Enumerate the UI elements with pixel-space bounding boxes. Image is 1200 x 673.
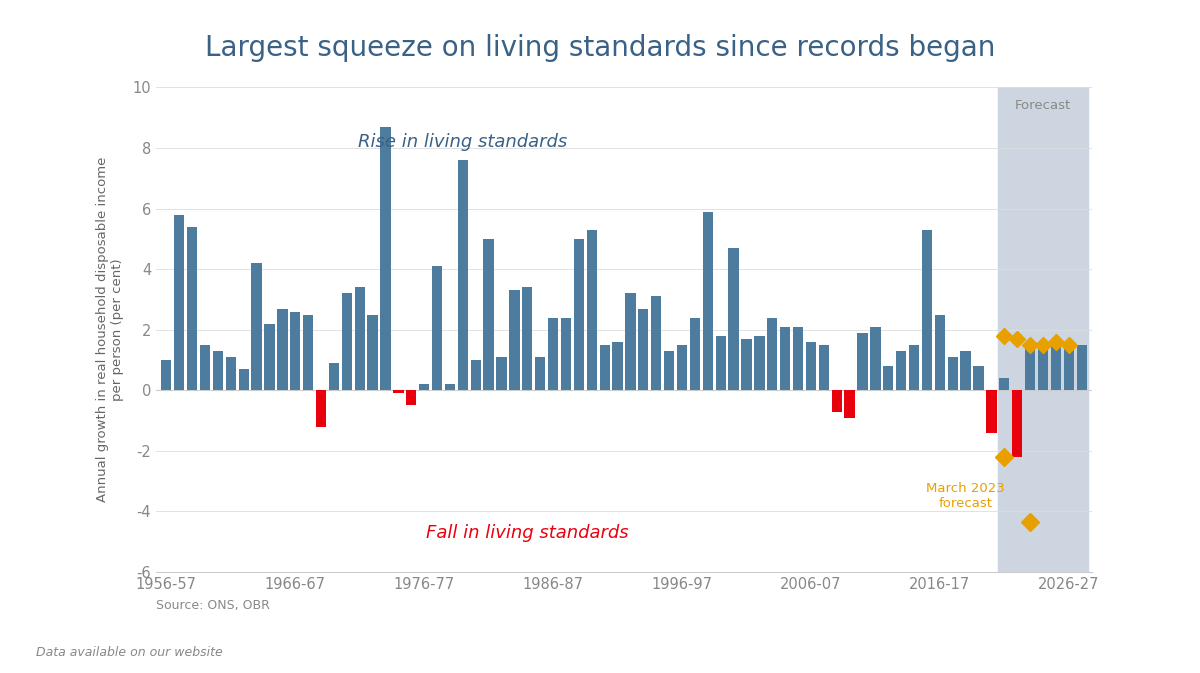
Bar (535, 357, 545, 390)
Bar (703, 211, 713, 390)
Bar (522, 287, 533, 390)
Bar (1038, 345, 1048, 390)
Text: Data available on our website: Data available on our website (36, 646, 223, 659)
Bar (715, 336, 726, 390)
Bar (652, 296, 661, 390)
Bar (845, 390, 854, 417)
Text: Rise in living standards: Rise in living standards (359, 133, 568, 151)
Bar (677, 345, 688, 390)
Bar (354, 287, 365, 390)
Bar (187, 227, 197, 390)
Text: March 2023
forecast: March 2023 forecast (926, 483, 1006, 510)
Bar (419, 384, 430, 390)
Bar (986, 390, 996, 433)
Bar (922, 229, 932, 390)
Bar (1051, 342, 1061, 390)
Bar (574, 239, 584, 390)
Bar (252, 263, 262, 390)
Bar (948, 357, 958, 390)
Bar (857, 333, 868, 390)
Bar (239, 369, 248, 390)
Bar (497, 357, 506, 390)
Bar (832, 390, 842, 411)
Bar (767, 318, 778, 390)
Bar (896, 351, 906, 390)
Bar (818, 345, 829, 390)
Bar (509, 291, 520, 390)
Bar (212, 351, 223, 390)
Text: Forecast: Forecast (1015, 99, 1072, 112)
Bar (638, 308, 648, 390)
Bar (406, 390, 416, 405)
Bar (600, 345, 610, 390)
Bar (1063, 345, 1074, 390)
Text: Largest squeeze on living standards since records began: Largest squeeze on living standards sinc… (205, 34, 995, 62)
Bar (612, 342, 623, 390)
Bar (200, 345, 210, 390)
Bar (780, 326, 791, 390)
Bar (342, 293, 352, 390)
Bar (728, 248, 739, 390)
Bar (1025, 345, 1036, 390)
Bar (883, 366, 894, 390)
Bar (587, 229, 596, 390)
Y-axis label: Annual growth in real household disposable income
per person (per cent): Annual growth in real household disposab… (96, 157, 124, 503)
Bar (960, 351, 971, 390)
Bar (973, 366, 984, 390)
Bar (470, 360, 481, 390)
Bar (484, 239, 493, 390)
Bar (625, 293, 636, 390)
Bar (998, 87, 1088, 572)
Bar (755, 336, 764, 390)
Bar (690, 318, 700, 390)
Bar (161, 360, 172, 390)
Text: Budget: Budget (1061, 621, 1129, 638)
Bar (316, 390, 326, 427)
Bar (560, 318, 571, 390)
Text: Fall in living standards: Fall in living standards (426, 524, 629, 542)
Bar (277, 308, 288, 390)
Bar (1076, 345, 1087, 390)
Bar (870, 326, 881, 390)
Text: Responsibility: Responsibility (1049, 643, 1141, 656)
Bar (394, 390, 403, 393)
Text: Source: ONS, OBR: Source: ONS, OBR (156, 599, 270, 612)
Bar (432, 266, 443, 390)
Bar (302, 314, 313, 390)
Bar (290, 312, 300, 390)
Bar (264, 324, 275, 390)
Bar (380, 127, 391, 390)
Bar (174, 215, 185, 390)
Bar (548, 318, 558, 390)
Bar (742, 339, 751, 390)
Bar (445, 384, 455, 390)
Bar (226, 357, 236, 390)
Bar (935, 314, 946, 390)
Bar (664, 351, 674, 390)
Bar (805, 342, 816, 390)
Text: Office for: Office for (1070, 605, 1120, 615)
Bar (1012, 390, 1022, 457)
Bar (329, 363, 340, 390)
Bar (793, 326, 803, 390)
Bar (1000, 378, 1009, 390)
Bar (457, 160, 468, 390)
Bar (367, 314, 378, 390)
Bar (908, 345, 919, 390)
